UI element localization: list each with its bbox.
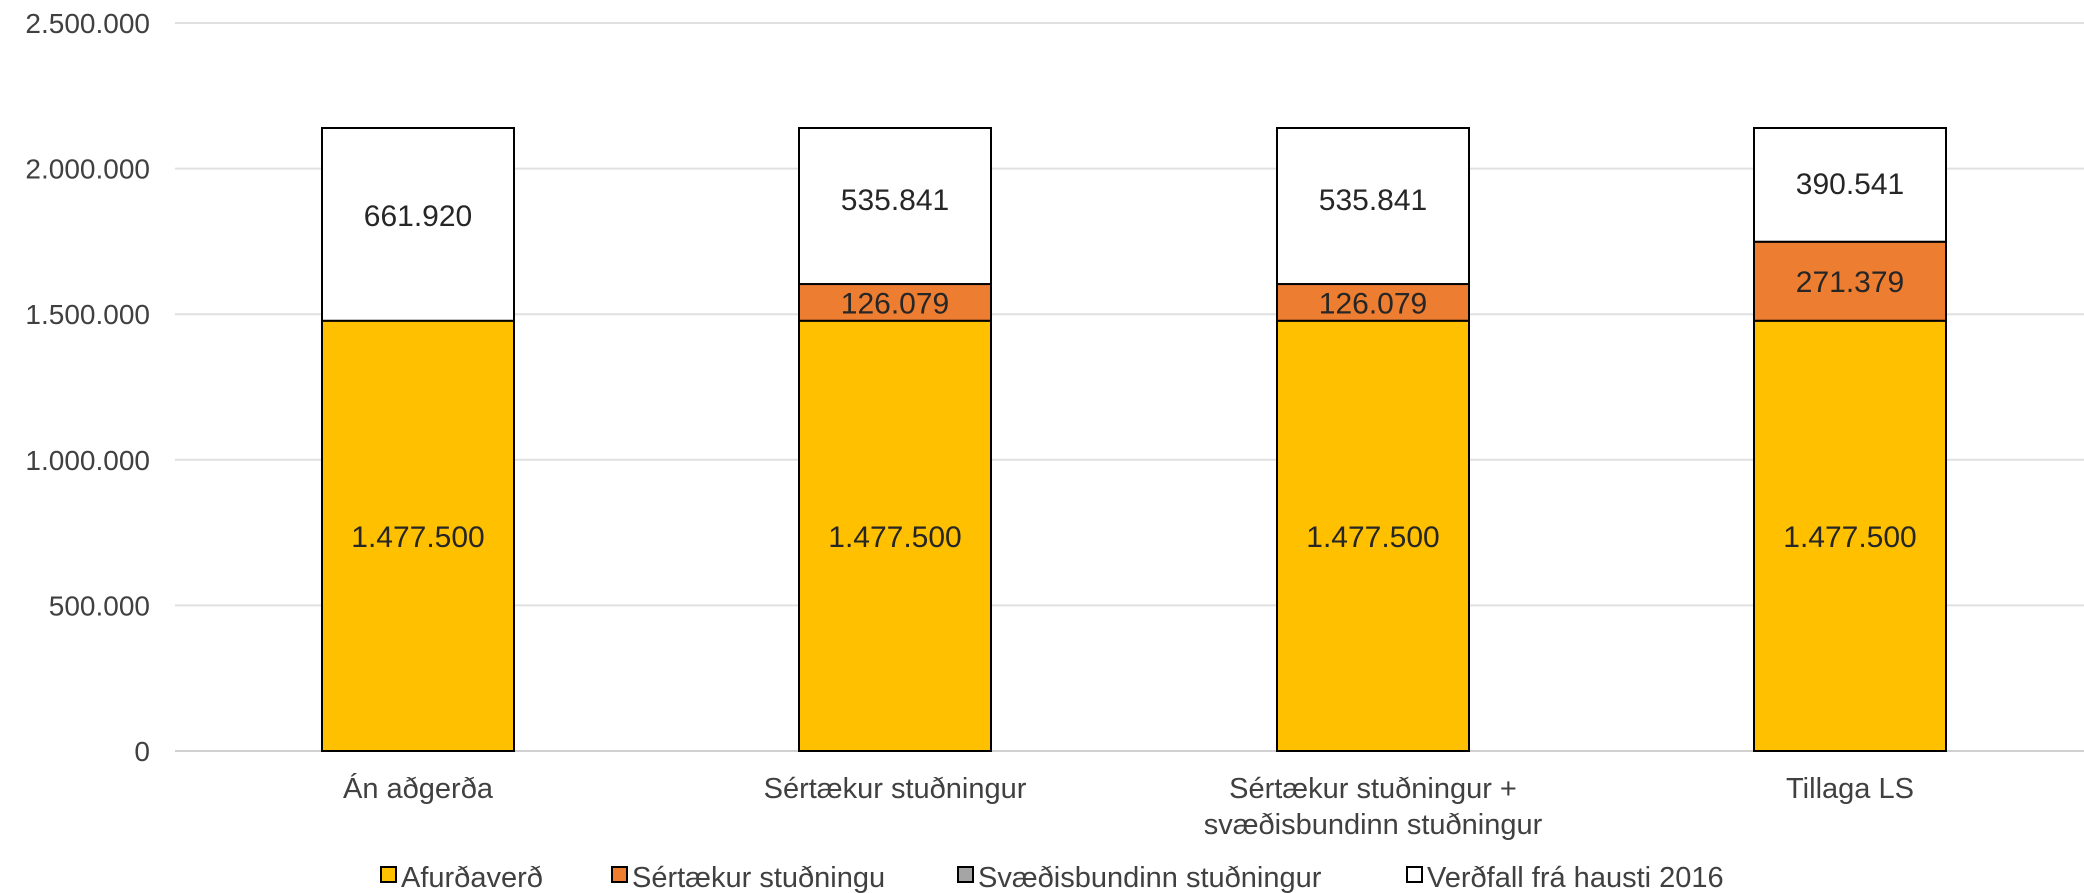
data-label: 661.920 bbox=[364, 200, 472, 233]
data-labels: 1.477.500 661.920 1.477.500 126.079 535.841 1… bbox=[351, 168, 1916, 554]
data-label: 1.477.500 bbox=[1783, 521, 1916, 554]
bar-segment bbox=[1276, 319, 1470, 752]
y-axis-tick-labels: 0 500.000 1.000.000 1.500.000 2.000.000 2.500… bbox=[25, 8, 150, 767]
bar-segment bbox=[321, 127, 515, 322]
data-label: 535.841 bbox=[841, 184, 949, 217]
legend: Afurðaverð Sértækur stuðningu Svæðisbundin… bbox=[380, 862, 1724, 893]
data-label: 271.379 bbox=[1796, 266, 1904, 299]
data-label: 535.841 bbox=[1319, 184, 1427, 217]
bar-segment bbox=[1753, 127, 1947, 243]
bar-segment bbox=[1276, 127, 1470, 286]
data-label: 1.477.500 bbox=[828, 521, 961, 554]
x-category-label: svæðisbundinn stuðningur bbox=[1204, 809, 1543, 841]
data-label: 390.541 bbox=[1796, 168, 1904, 201]
legend-swatch bbox=[1406, 866, 1423, 883]
data-label: 126.079 bbox=[841, 287, 949, 320]
x-category-label: Án aðgerða bbox=[343, 772, 494, 805]
bar-segment bbox=[1276, 283, 1470, 322]
bar-segment bbox=[798, 319, 992, 752]
bars bbox=[321, 127, 1947, 752]
legend-swatch bbox=[380, 866, 397, 883]
legend-swatch bbox=[957, 866, 974, 883]
x-category-label: Sértækur stuðningur + bbox=[1229, 773, 1517, 805]
legend-label: Svæðisbundinn stuðningur bbox=[978, 862, 1322, 893]
data-label: 1.477.500 bbox=[1306, 521, 1439, 554]
data-label: 1.477.500 bbox=[351, 521, 484, 554]
y-tick-label: 2.000.000 bbox=[25, 154, 150, 185]
y-tick-label: 2.500.000 bbox=[25, 8, 150, 39]
x-category-label: Sértækur stuðningur bbox=[764, 773, 1027, 805]
bar-segment bbox=[1753, 240, 1947, 322]
bar-segment bbox=[798, 127, 992, 286]
legend-swatch bbox=[611, 866, 628, 883]
y-tick-label: 0 bbox=[134, 736, 150, 767]
x-axis-category-labels: Án aðgerða Sértækur stuðningur Sértækur st… bbox=[343, 772, 1914, 841]
y-tick-label: 500.000 bbox=[49, 590, 150, 621]
bar-segment bbox=[321, 319, 515, 752]
y-tick-label: 1.500.000 bbox=[25, 299, 150, 330]
legend-label: Verðfall frá hausti 2016 bbox=[1427, 862, 1724, 893]
legend-label: Afurðaverð bbox=[401, 862, 543, 893]
data-label: 126.079 bbox=[1319, 287, 1427, 320]
y-tick-label: 1.000.000 bbox=[25, 445, 150, 476]
x-category-label: Tillaga LS bbox=[1786, 773, 1914, 805]
bar-segment bbox=[1753, 319, 1947, 752]
legend-label: Sértækur stuðningu bbox=[632, 862, 885, 893]
